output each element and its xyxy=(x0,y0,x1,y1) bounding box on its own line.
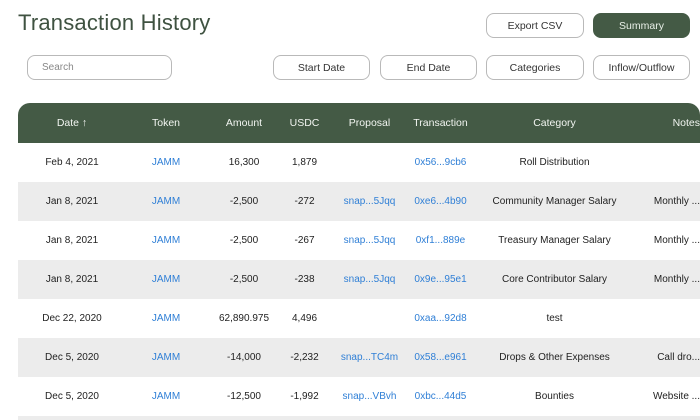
cell-proposal[interactable]: snap...VBvh xyxy=(342,391,397,402)
column-header-proposal[interactable]: Proposal xyxy=(348,117,391,129)
cell-category: Community Manager Salary xyxy=(492,196,617,207)
cell-usdc: -2,232 xyxy=(290,352,319,363)
cell-usdc: 4,496 xyxy=(291,313,318,324)
cell-date: Dec 5, 2020 xyxy=(45,391,99,402)
cell-token[interactable]: JAMM xyxy=(151,313,181,324)
categories-button[interactable]: Categories xyxy=(486,55,584,80)
cell-usdc: 1,879 xyxy=(291,157,318,168)
table-row-partial xyxy=(18,416,700,420)
column-header-notes[interactable]: Notes xyxy=(672,117,700,129)
column-header-date[interactable]: Date ↑ xyxy=(56,117,88,129)
column-header-token[interactable]: Token xyxy=(151,117,181,129)
cell-token[interactable]: JAMM xyxy=(151,274,181,285)
export-csv-button[interactable]: Export CSV xyxy=(486,13,584,38)
column-header-usdc[interactable]: USDC xyxy=(289,117,320,129)
cell-amount: -2,500 xyxy=(229,274,259,285)
cell-category: Bounties xyxy=(535,391,574,402)
summary-button[interactable]: Summary xyxy=(593,13,690,38)
table-body: Feb 4, 2021 JAMM 16,300 1,879 0x56...9cb6 Rol… xyxy=(18,143,700,416)
cell-date: Dec 22, 2020 xyxy=(42,313,102,324)
cell-category: Core Contributor Salary xyxy=(501,274,608,285)
cell-transaction[interactable]: 0x9e...95e1 xyxy=(414,274,467,285)
cell-amount: -14,000 xyxy=(227,352,261,363)
cell-token[interactable]: JAMM xyxy=(151,196,181,207)
table-row[interactable]: Dec 22, 2020 JAMM 62,890.975 4,496 0xaa...92… xyxy=(18,299,700,338)
cell-proposal[interactable]: snap...5Jqq xyxy=(343,196,396,207)
cell-transaction[interactable]: 0xbc...44d5 xyxy=(414,391,467,402)
cell-amount: -2,500 xyxy=(229,235,259,246)
inflow-outflow-button[interactable]: Inflow/Outflow xyxy=(593,55,690,80)
cell-category: Drops & Other Expenses xyxy=(499,352,610,363)
cell-token[interactable]: JAMM xyxy=(151,157,181,168)
cell-transaction[interactable]: 0xe6...4b90 xyxy=(414,196,467,207)
table-row[interactable]: Jan 8, 2021 JAMM -2,500 -272 snap...5Jqq 0xe6… xyxy=(18,182,700,221)
page-title: Transaction History xyxy=(18,10,211,35)
cell-notes: Monthly ... xyxy=(653,196,700,207)
table-row[interactable]: Feb 4, 2021 JAMM 16,300 1,879 0x56...9cb6 Rol… xyxy=(18,143,700,182)
table-row[interactable]: Jan 8, 2021 JAMM -2,500 -267 snap...5Jqq 0xf1… xyxy=(18,221,700,260)
cell-token[interactable]: JAMM xyxy=(151,352,181,363)
cell-amount: -12,500 xyxy=(227,391,261,402)
cell-notes: Call dro... xyxy=(657,352,700,363)
cell-notes: Website ... xyxy=(652,391,700,402)
cell-transaction[interactable]: 0xf1...889e xyxy=(415,235,466,246)
table-row[interactable]: Jan 8, 2021 JAMM -2,500 -238 snap...5Jqq 0x9e… xyxy=(18,260,700,299)
table-row[interactable]: Dec 5, 2020 JAMM -12,500 -1,992 snap...VBvh 0… xyxy=(18,377,700,416)
column-header-transaction[interactable]: Transaction xyxy=(413,117,468,129)
cell-transaction[interactable]: 0x58...e961 xyxy=(414,352,467,363)
cell-usdc: -238 xyxy=(294,274,315,285)
transaction-table: Date ↑ Token Amount USDC Proposal Transa… xyxy=(18,103,700,420)
cell-date: Jan 8, 2021 xyxy=(45,274,99,285)
cell-usdc: -272 xyxy=(294,196,315,207)
cell-transaction[interactable]: 0x56...9cb6 xyxy=(414,157,467,168)
cell-amount: -2,500 xyxy=(229,196,259,207)
cell-usdc: -1,992 xyxy=(290,391,319,402)
cell-proposal[interactable]: snap...5Jqq xyxy=(343,235,396,246)
cell-proposal[interactable]: snap...TC4m xyxy=(340,352,399,363)
cell-notes: Monthly ... xyxy=(653,235,700,246)
end-date-button[interactable]: End Date xyxy=(380,55,477,80)
cell-date: Jan 8, 2021 xyxy=(45,235,99,246)
cell-category: Treasury Manager Salary xyxy=(498,235,611,246)
cell-amount: 16,300 xyxy=(228,157,260,168)
search-input[interactable]: Search xyxy=(27,55,172,80)
cell-category: Roll Distribution xyxy=(519,157,590,168)
cell-category: test xyxy=(546,313,563,324)
cell-notes: Monthly ... xyxy=(653,274,700,285)
cell-proposal[interactable]: snap...5Jqq xyxy=(343,274,396,285)
table-header: Date ↑ Token Amount USDC Proposal Transa… xyxy=(18,103,700,143)
cell-transaction[interactable]: 0xaa...92d8 xyxy=(414,313,467,324)
cell-token[interactable]: JAMM xyxy=(151,235,181,246)
cell-amount: 62,890.975 xyxy=(218,313,270,324)
cell-date: Jan 8, 2021 xyxy=(45,196,99,207)
table-row[interactable]: Dec 5, 2020 JAMM -14,000 -2,232 snap...TC4m 0… xyxy=(18,338,700,377)
column-header-category[interactable]: Category xyxy=(533,117,576,129)
cell-date: Dec 5, 2020 xyxy=(45,352,99,363)
cell-usdc: -267 xyxy=(294,235,315,246)
column-header-amount[interactable]: Amount xyxy=(225,117,263,129)
cell-date: Feb 4, 2021 xyxy=(45,157,99,168)
start-date-button[interactable]: Start Date xyxy=(273,55,370,80)
search-placeholder: Search xyxy=(42,62,74,73)
cell-token[interactable]: JAMM xyxy=(151,391,181,402)
